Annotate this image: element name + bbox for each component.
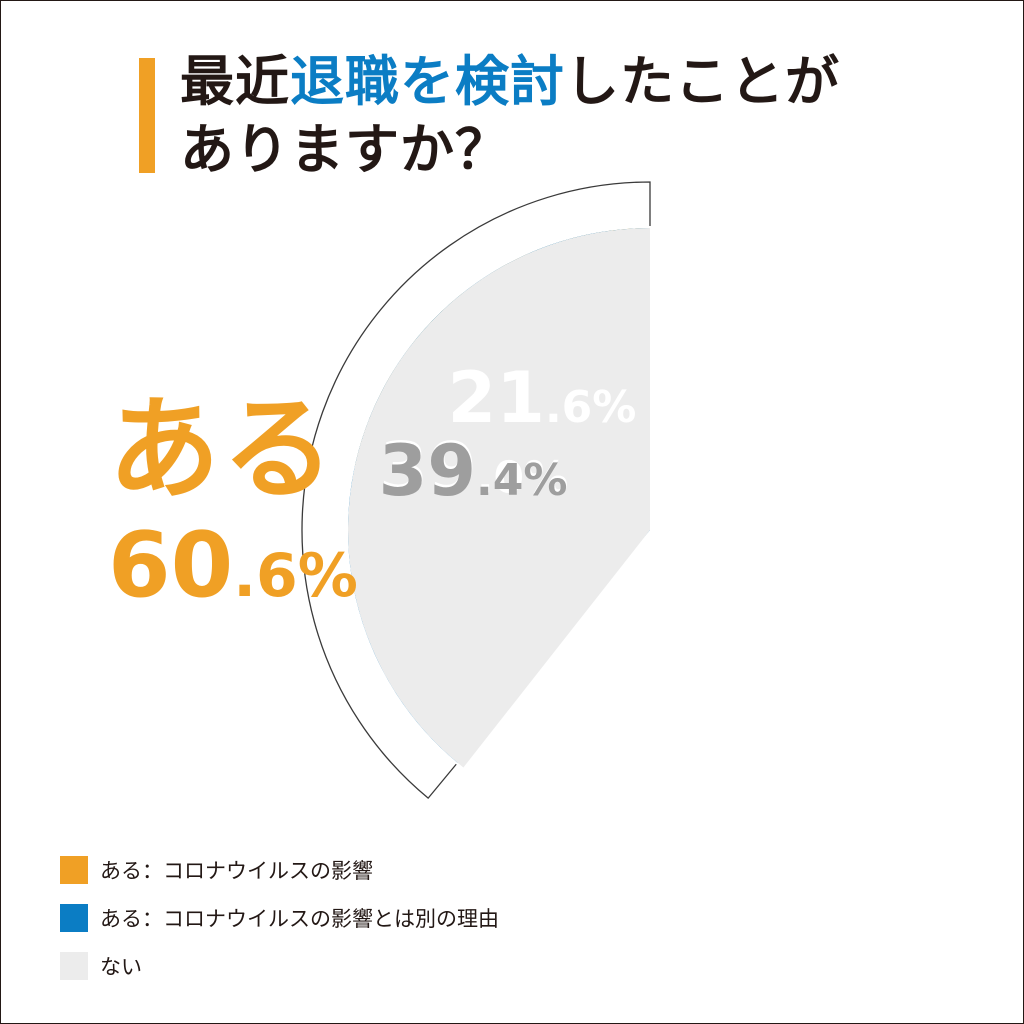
title-highlight: 退職を検討 bbox=[290, 50, 565, 113]
legend-label: ある：コロナウイルスの影響 bbox=[100, 859, 373, 883]
group-label: ある bbox=[108, 385, 336, 515]
grouping-bracket bbox=[301, 181, 651, 800]
legend-swatch bbox=[60, 904, 88, 932]
legend: ある：コロナウイルスの影響 ある：コロナウイルスの影響とは別の理由 ない bbox=[60, 846, 499, 990]
title-line2: ありますか？ bbox=[180, 118, 510, 181]
legend-item: ある：コロナウイルスの影響 bbox=[60, 846, 499, 894]
title-part1: 最近 bbox=[180, 50, 290, 113]
legend-item: ある：コロナウイルスの影響とは別の理由 bbox=[60, 894, 499, 942]
legend-swatch bbox=[60, 952, 88, 980]
group-percentage-int: 60 bbox=[108, 513, 234, 618]
title-part2: したことが bbox=[565, 50, 840, 113]
slice-label: 39.4% bbox=[379, 430, 568, 512]
group-percentage: 60.6% bbox=[108, 518, 358, 624]
chart-title: 最近退職を検討したことが ありますか？ bbox=[180, 48, 980, 184]
legend-label: ない bbox=[100, 955, 142, 979]
legend-item: ない bbox=[60, 942, 499, 990]
legend-swatch bbox=[60, 856, 88, 884]
pie-slices bbox=[348, 228, 650, 768]
legend-label: ある：コロナウイルスの影響とは別の理由 bbox=[100, 907, 499, 931]
slice-labels: 21.6%39.0%39.4% bbox=[379, 357, 637, 512]
pie-slice bbox=[348, 228, 650, 768]
title-accent-bar bbox=[139, 58, 155, 173]
group-percentage-dec: .6% bbox=[233, 541, 358, 611]
slice-label: 21.6% bbox=[448, 357, 637, 439]
slice-label: 39.0% bbox=[379, 428, 568, 510]
group-bracket-line bbox=[301, 181, 651, 800]
